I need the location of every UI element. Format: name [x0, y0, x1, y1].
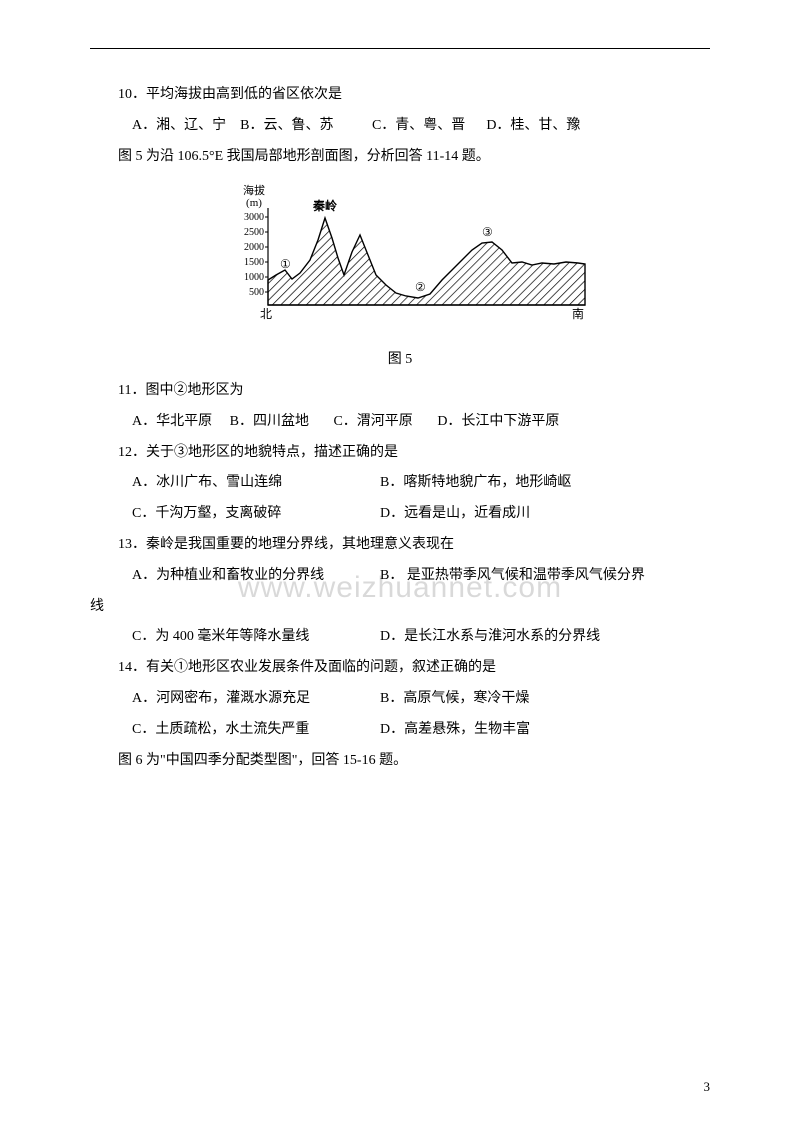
ytick-2500: 2500 — [244, 227, 264, 238]
marker-2: ② — [415, 280, 426, 294]
q14-optB: B．高原气候，寒冷干燥 — [380, 684, 710, 715]
q10-optA: A．湘、辽、宁 — [132, 118, 226, 133]
terrain-profile-svg: 海拔 (m) 3000 2500 2000 1500 1000 500 — [210, 180, 590, 330]
fig5-caption: 图 5 — [90, 345, 710, 376]
q10-optD: D．桂、甘、豫 — [486, 118, 580, 133]
marker-1: ① — [280, 257, 291, 271]
q13-optB-tail: 线 — [90, 592, 710, 623]
q13-row1: A．为种植业和畜牧业的分界线 B． 是亚热带季风气候和温带季风气候分界 — [90, 561, 710, 592]
page-number: 3 — [704, 1073, 711, 1102]
q10-optB: B．云、鲁、苏 — [240, 118, 333, 133]
q11-stem: 11．图中②地形区为 — [90, 376, 710, 407]
peak-label: 秦岭 — [312, 198, 337, 213]
q13-optD: D．是长江水系与淮河水系的分界线 — [380, 622, 710, 653]
q11-optA: A．华北平原 — [132, 414, 212, 429]
q13-optB: B． 是亚热带季风气候和温带季风气候分界 — [380, 561, 710, 592]
q13-row2: C．为 400 毫米年等降水量线 D．是长江水系与淮河水系的分界线 — [90, 622, 710, 653]
figure-5: 海拔 (m) 3000 2500 2000 1500 1000 500 — [90, 180, 710, 343]
q12-row2: C．千沟万壑，支离破碎 D．远看是山，近看成川 — [90, 499, 710, 530]
q12-row1: A．冰川广布、雪山连绵 B．喀斯特地貌广布，地形崎岖 — [90, 468, 710, 499]
q11-options: A．华北平原 B．四川盆地 C．渭河平原 D．长江中下游平原 — [90, 407, 710, 438]
y-axis-label-2: (m) — [246, 197, 262, 209]
q12-optD: D．远看是山，近看成川 — [380, 499, 710, 530]
header-rule — [90, 48, 710, 49]
q14-optC: C．土质疏松，水土流失严重 — [90, 715, 380, 746]
fig5-intro: 图 5 为沿 106.5°E 我国局部地形剖面图，分析回答 11-14 题。 — [90, 142, 710, 173]
q14-row2: C．土质疏松，水土流失严重 D．高差悬殊，生物丰富 — [90, 715, 710, 746]
q10-options: A．湘、辽、宁 B．云、鲁、苏 C．青、粤、晋 D．桂、甘、豫 — [90, 111, 710, 142]
q12-optB: B．喀斯特地貌广布，地形崎岖 — [380, 468, 710, 499]
south-label: 南 — [572, 306, 584, 321]
ytick-500: 500 — [249, 287, 264, 298]
marker-3: ③ — [482, 225, 493, 239]
q10-stem: 10．平均海拔由高到低的省区依次是 — [90, 80, 710, 111]
q14-row1: A．河网密布，灌溉水源充足 B．高原气候，寒冷干燥 — [90, 684, 710, 715]
terrain-path — [268, 218, 585, 305]
q13-stem: 13．秦岭是我国重要的地理分界线，其地理意义表现在 — [90, 530, 710, 561]
q12-optC: C．千沟万壑，支离破碎 — [90, 499, 380, 530]
y-ticks: 3000 2500 2000 1500 1000 500 — [244, 212, 268, 298]
north-label: 北 — [260, 307, 272, 321]
q12-optA: A．冰川广布、雪山连绵 — [90, 468, 380, 499]
q12-stem: 12．关于③地形区的地貌特点，描述正确的是 — [90, 438, 710, 469]
q13-optC: C．为 400 毫米年等降水量线 — [90, 622, 380, 653]
ytick-1500: 1500 — [244, 257, 264, 268]
y-axis-label-1: 海拔 — [243, 183, 265, 197]
q14-stem: 14．有关①地形区农业发展条件及面临的问题，叙述正确的是 — [90, 653, 710, 684]
fig6-intro: 图 6 为"中国四季分配类型图"，回答 15-16 题。 — [90, 746, 710, 777]
ytick-2000: 2000 — [244, 242, 264, 253]
page-content: 10．平均海拔由高到低的省区依次是 A．湘、辽、宁 B．云、鲁、苏 C．青、粤、… — [90, 80, 710, 776]
q14-optD: D．高差悬殊，生物丰富 — [380, 715, 710, 746]
ytick-1000: 1000 — [244, 272, 264, 283]
q11-optD: D．长江中下游平原 — [437, 414, 559, 429]
q10-optC: C．青、粤、晋 — [372, 118, 465, 133]
q11-optC: C．渭河平原 — [333, 414, 412, 429]
q11-optB: B．四川盆地 — [230, 414, 309, 429]
q14-optA: A．河网密布，灌溉水源充足 — [90, 684, 380, 715]
ytick-3000: 3000 — [244, 212, 264, 223]
q13-optA: A．为种植业和畜牧业的分界线 — [90, 561, 380, 592]
